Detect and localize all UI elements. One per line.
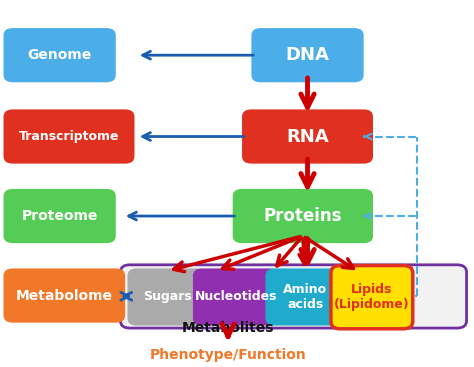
Text: Nucleotides: Nucleotides	[195, 291, 277, 304]
Text: Metabolites: Metabolites	[182, 321, 274, 335]
Text: Metabolome: Metabolome	[16, 288, 113, 302]
FancyBboxPatch shape	[3, 268, 125, 323]
FancyBboxPatch shape	[251, 28, 364, 82]
Text: Amino
acids: Amino acids	[283, 283, 327, 311]
Text: Phenotype/Function: Phenotype/Function	[150, 348, 306, 362]
Text: DNA: DNA	[286, 46, 329, 64]
FancyBboxPatch shape	[233, 189, 373, 243]
Text: Sugars: Sugars	[143, 291, 191, 304]
FancyBboxPatch shape	[242, 109, 373, 164]
Text: Genome: Genome	[27, 48, 92, 62]
Text: RNA: RNA	[286, 127, 329, 145]
FancyBboxPatch shape	[3, 189, 116, 243]
FancyBboxPatch shape	[265, 268, 345, 326]
FancyBboxPatch shape	[331, 266, 413, 329]
Text: Proteome: Proteome	[21, 209, 98, 223]
Text: Lipids
(Lipidome): Lipids (Lipidome)	[334, 283, 410, 311]
FancyBboxPatch shape	[3, 109, 135, 164]
FancyBboxPatch shape	[128, 268, 207, 326]
FancyBboxPatch shape	[193, 268, 280, 326]
FancyBboxPatch shape	[3, 28, 116, 82]
Text: Proteins: Proteins	[264, 207, 342, 225]
FancyBboxPatch shape	[120, 265, 466, 328]
Text: Transcriptome: Transcriptome	[19, 130, 119, 143]
